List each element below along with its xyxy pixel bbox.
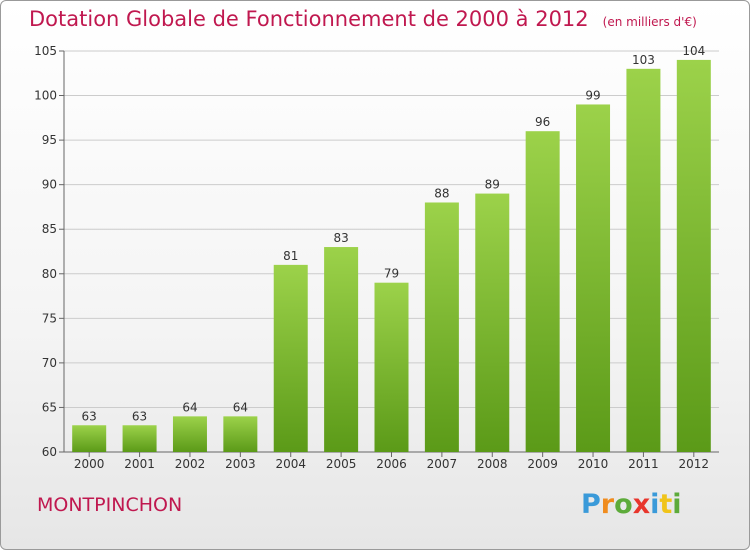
data-label: 104 [682,44,705,58]
logo-letter: i [650,489,660,520]
logo-letter: t [659,489,673,520]
y-tick-label: 70 [42,356,57,370]
bar [525,131,560,452]
y-tick-label: 105 [34,44,57,58]
data-label: 88 [434,186,449,200]
y-tick-label: 90 [42,178,57,192]
x-tick-label: 2000 [74,457,105,471]
data-label: 81 [283,249,298,263]
logo-letter: r [600,489,615,520]
x-tick-labels: 2000 2001 2002 2003 2004 2005 2006 2007 2008 2009… [74,452,709,471]
logo-letter: x [632,489,651,520]
y-tick-label: 65 [42,400,57,414]
y-tick-label: 80 [42,267,57,281]
data-labels: 63 63 64 64 81 83 79 88 89 96 99 103 104 [82,44,706,423]
logo-letter: i [672,489,682,520]
bar [576,104,611,452]
logo-letter: P [581,489,601,520]
x-tick-label: 2006 [376,457,407,471]
x-tick-label: 2007 [427,457,458,471]
data-label: 64 [233,400,248,414]
data-label: 64 [182,400,197,414]
x-tick-label: 2009 [527,457,558,471]
bar [424,202,459,452]
x-tick-label: 2003 [225,457,256,471]
data-label: 83 [333,231,348,245]
bar [475,193,510,453]
y-tick-label: 75 [42,311,57,325]
bar [324,247,359,452]
bar [626,68,661,453]
y-tick-labels: 60 65 70 75 80 85 90 95 100 105 [34,44,57,459]
bar [72,425,107,452]
x-tick-label: 2005 [326,457,357,471]
chart-title: Dotation Globale de Fonctionnement de 20… [29,7,589,31]
bar [273,264,308,452]
logo-letter: o [614,489,633,520]
title-row: Dotation Globale de Fonctionnement de 20… [29,7,697,31]
x-tick-label: 2008 [477,457,508,471]
x-tick-label: 2010 [578,457,609,471]
x-tick-label: 2012 [679,457,710,471]
bar [676,59,711,453]
data-label: 89 [485,178,500,192]
y-tick-label: 60 [42,445,57,459]
x-tick-label: 2002 [175,457,206,471]
data-label: 63 [132,409,147,423]
proxiti-logo: Proxiti [581,489,682,520]
x-tick-label: 2004 [275,457,306,471]
chart-unit: (en milliers d'€) [602,15,697,29]
data-label: 103 [632,53,655,67]
y-tick-label: 100 [34,89,57,103]
x-tick-label: 2011 [628,457,659,471]
x-tick-label: 2001 [124,457,155,471]
commune-name: MONTPINCHON [37,494,183,516]
y-tick-label: 85 [42,222,57,236]
data-label: 63 [82,409,97,423]
bar [122,425,157,452]
bar [374,282,409,452]
data-label: 96 [535,115,550,129]
data-label: 99 [585,88,600,102]
bar [223,416,258,452]
y-tick-label: 95 [42,133,57,147]
data-label: 79 [384,267,399,281]
bar [172,416,207,452]
bars [72,59,711,453]
